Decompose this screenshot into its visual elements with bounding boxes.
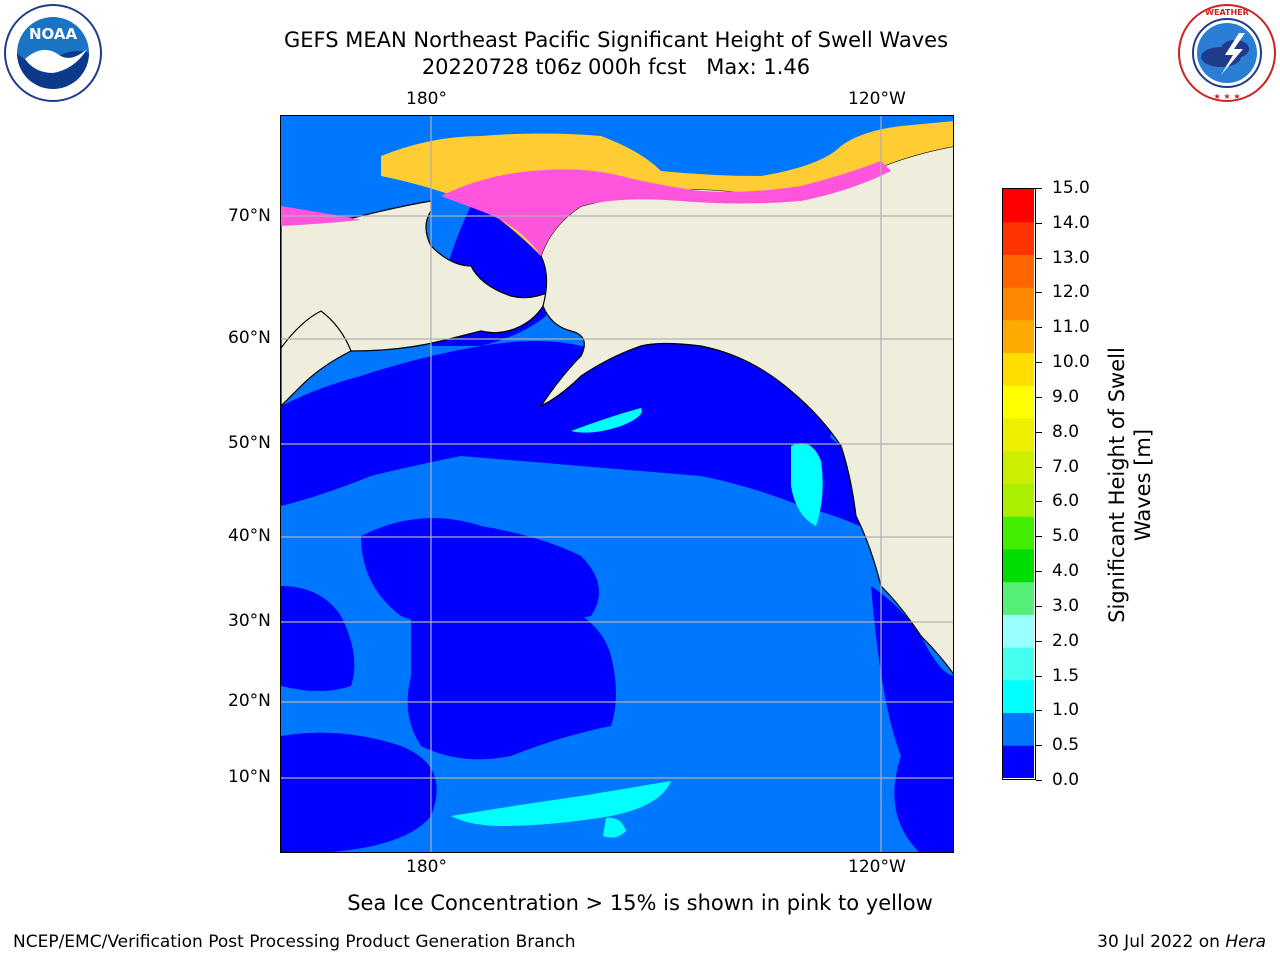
svg-text:★ ★ ★: ★ ★ ★ [1213, 92, 1240, 101]
colorbar-tick-label: 10.0 [1052, 352, 1090, 373]
colorbar-swatch [1003, 581, 1034, 615]
colorbar [1002, 188, 1036, 780]
colorbar-tick-label: 1.5 [1052, 665, 1080, 686]
colorbar-tick-label: 12.0 [1052, 282, 1090, 303]
colorbar-tick-mark [1036, 780, 1042, 781]
colorbar-label: Significant Height of Swell Waves [m] [1105, 347, 1155, 623]
colorbar-swatch [1003, 352, 1034, 386]
colorbar-tick-label: 4.0 [1052, 561, 1080, 582]
lat-label-20n: 20°N [228, 691, 271, 711]
colorbar-tick-mark [1036, 501, 1042, 503]
swell-0-0.5-gulf [641, 344, 831, 446]
colorbar-swatches [1003, 189, 1034, 779]
lon-label-bottom-180: 180° [406, 857, 447, 877]
lat-label-50n: 50°N [228, 433, 271, 453]
swell-1.0-1.5-patch-d [603, 817, 626, 838]
colorbar-tick-mark [1036, 292, 1042, 294]
lon-label-top-120w: 120°W [848, 89, 906, 109]
swell-1.0-1.5-patch-a [571, 408, 642, 433]
colorbar-tick-label: 14.0 [1052, 212, 1090, 233]
map-panel [280, 115, 954, 853]
swell-1.0-1.5-patch-c [451, 781, 671, 826]
colorbar-swatch [1003, 679, 1034, 714]
colorbar-tick-mark [1036, 605, 1042, 607]
sea-ice-note: Sea Ice Concentration > 15% is shown in … [347, 891, 933, 915]
colorbar-swatch [1003, 418, 1034, 452]
colorbar-tick-label: 2.0 [1052, 630, 1080, 651]
colorbar-tick-mark [1036, 222, 1042, 224]
colorbar-swatch [1003, 614, 1034, 648]
colorbar-tick-mark [1036, 466, 1042, 468]
colorbar-tick-label: 5.0 [1052, 526, 1080, 547]
colorbar-tick-mark [1036, 396, 1042, 398]
chart-title: GEFS MEAN Northeast Pacific Significant … [283, 28, 949, 52]
colorbar-swatch [1003, 516, 1034, 550]
colorbar-tick-mark [1036, 745, 1042, 747]
noaa-logo-text: NOAA [29, 25, 78, 43]
lat-label-60n: 60°N [228, 328, 271, 348]
footer-date: 30 Jul 2022 on [1097, 932, 1226, 952]
colorbar-tick-mark [1036, 675, 1042, 677]
colorbar-swatch [1003, 189, 1034, 223]
colorbar-swatch [1003, 319, 1034, 354]
colorbar-tick-mark [1036, 536, 1042, 538]
colorbar-swatch [1003, 647, 1034, 681]
swell-0-0.5-west [281, 586, 355, 691]
swell-0-0.5-hawaii [407, 578, 616, 760]
colorbar-tick-label: 0.5 [1052, 735, 1080, 756]
lat-label-70n: 70°N [228, 206, 271, 226]
colorbar-tick-label: 8.0 [1052, 421, 1080, 442]
swell-0-0.5-se [871, 586, 953, 852]
footer-right: 30 Jul 2022 on Hera [1097, 932, 1266, 952]
colorbar-swatch [1003, 548, 1034, 583]
colorbar-tick-label: 9.0 [1052, 386, 1080, 407]
colorbar-tick-label: 7.0 [1052, 456, 1080, 477]
colorbar-swatch [1003, 712, 1034, 746]
footer-host: Hera [1225, 932, 1266, 952]
colorbar-swatch [1003, 745, 1034, 779]
land-kamchatka [281, 310, 352, 407]
colorbar-swatch [1003, 221, 1034, 255]
colorbar-tick-mark [1036, 640, 1042, 642]
chart-subtitle: 20220728 t06z 000h fcst Max: 1.46 [421, 55, 811, 79]
colorbar-tick-mark [1036, 571, 1042, 573]
lat-label-30n: 30°N [228, 611, 271, 631]
swell-1.0-1.5-patch-b [791, 443, 823, 526]
lon-label-bottom-120w: 120°W [848, 857, 906, 877]
map-svg [281, 116, 953, 852]
lon-label-top-180: 180° [406, 89, 447, 109]
lat-label-10n: 10°N [228, 767, 271, 787]
colorbar-tick-mark [1036, 710, 1042, 712]
sea-ice-pink [441, 161, 891, 256]
colorbar-tick-mark [1036, 327, 1042, 329]
colorbar-tick-label: 15.0 [1052, 178, 1090, 198]
noaa-logo-icon: NOAA [3, 3, 103, 103]
colorbar-swatch [1003, 385, 1034, 419]
colorbar-swatch [1003, 254, 1034, 288]
colorbar-tick-label: 11.0 [1052, 317, 1090, 338]
footer-left: NCEP/EMC/Verification Post Processing Pr… [13, 932, 576, 952]
nws-logo-icon: WEATHER ★ ★ ★ [1177, 3, 1277, 103]
colorbar-swatch [1003, 483, 1034, 517]
colorbar-tick-mark [1036, 188, 1042, 189]
graticule [281, 116, 953, 852]
colorbar-tick-mark [1036, 362, 1042, 364]
colorbar-tick-label: 6.0 [1052, 491, 1080, 512]
lat-label-40n: 40°N [228, 526, 271, 546]
colorbar-tick-mark [1036, 257, 1042, 259]
colorbar-tick-label: 1.0 [1052, 700, 1080, 721]
swell-0-0.5-south [281, 732, 437, 852]
colorbar-swatch [1003, 450, 1034, 484]
colorbar-tick-label: 0.0 [1052, 770, 1080, 790]
colorbar-tick-label: 13.0 [1052, 247, 1090, 268]
colorbar-tick-label: 3.0 [1052, 595, 1080, 616]
colorbar-swatch [1003, 287, 1034, 321]
svg-text:WEATHER: WEATHER [1205, 8, 1249, 17]
colorbar-tick-mark [1036, 431, 1042, 433]
